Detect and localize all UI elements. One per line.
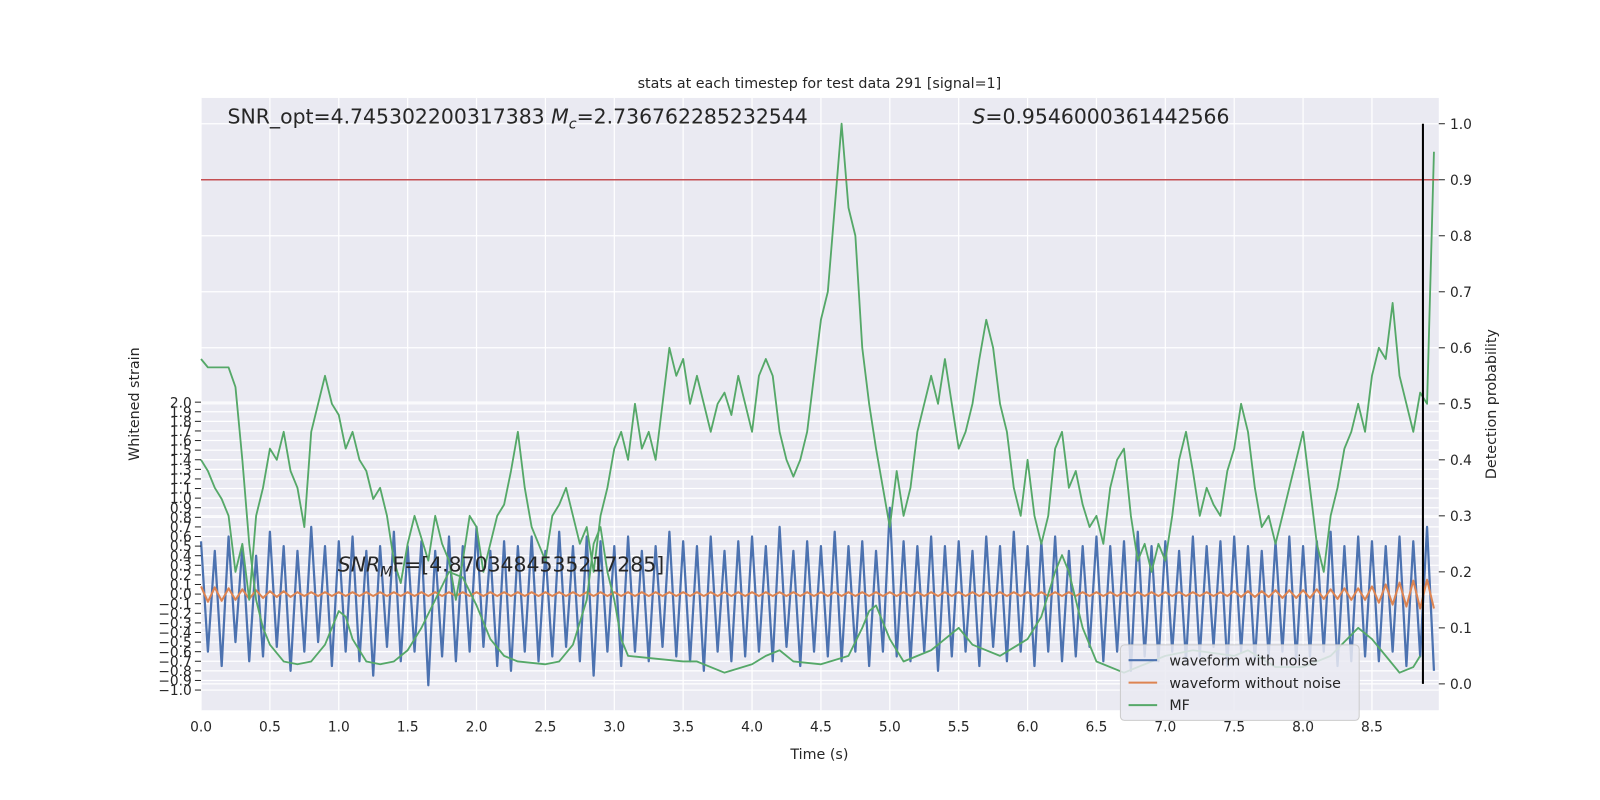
x-tick-label: 8.5 <box>1361 720 1383 736</box>
legend-label: waveform with noise <box>1169 653 1317 669</box>
x-tick-label: 6.5 <box>1085 720 1107 736</box>
y2-tick-label: 0.4 <box>1450 453 1472 469</box>
y2-tick-label: 0.5 <box>1450 397 1472 413</box>
series-line <box>200 578 1435 610</box>
y-tick-label: 2.0 <box>170 395 192 411</box>
legend-box <box>1119 644 1360 721</box>
y-tick-label: −0.1 <box>158 597 191 613</box>
y-tick-label: −0.6 <box>158 645 191 661</box>
y-tick-label: 0.1 <box>170 578 192 594</box>
annotation-part: S <box>972 104 985 128</box>
x-tick-label: 2.5 <box>534 720 556 736</box>
annotation: S=0.9546000361442566 <box>972 104 1229 128</box>
y-tick-label: 1.0 <box>170 491 192 507</box>
x-tick-label: 7.5 <box>1223 720 1245 736</box>
y2-tick-label: 0.8 <box>1450 229 1472 245</box>
x-tick-label: 5.5 <box>948 720 970 736</box>
y-tick-label: −0.9 <box>158 674 191 690</box>
chart-title: stats at each timestep for test data 291… <box>638 76 1002 92</box>
y-tick-label: 0.4 <box>170 549 192 565</box>
y-tick-label: −0.4 <box>158 626 191 642</box>
annotation-part: F=[4.8703484535217285] <box>392 552 664 576</box>
series-line <box>200 122 1435 601</box>
y-tick-label: −0.7 <box>158 654 191 670</box>
y2-tick-label: 0.2 <box>1450 565 1472 581</box>
y-tick-label: −0.8 <box>158 664 191 680</box>
x-tick-label: 4.5 <box>810 720 832 736</box>
x-tick-label: 3.5 <box>672 720 694 736</box>
y-tick-label: 1.6 <box>170 434 192 450</box>
x-axis-label: Time (s) <box>789 747 848 763</box>
y-tick-label: −0.3 <box>158 616 191 632</box>
ticks: 0.0 0.5 1.0 1.5 2.0 2.5 3.0 3.5 4.0 4.5 5.0 5.5 6.0 6… <box>158 117 1472 736</box>
y2-tick-label: 0.6 <box>1450 341 1472 357</box>
x-tick-label: 5.0 <box>879 720 901 736</box>
x-tick-label: 8.0 <box>1292 720 1314 736</box>
annotation-part: =0.9546000361442566 <box>985 104 1229 128</box>
y-tick-label: 0.0 <box>170 587 192 603</box>
annotation-part: SNR <box>338 552 380 576</box>
legend-label: waveform without noise <box>1169 676 1341 692</box>
y2-axis-label: Detection probability <box>1484 329 1500 480</box>
y-tick-label: 1.2 <box>170 472 192 488</box>
y-tick-label: 0.8 <box>170 510 192 526</box>
annotation-part: SNR_opt=4.745302200317383 <box>228 104 552 129</box>
annotation: SNRMF=[4.8703484535217285] <box>338 552 664 580</box>
y-tick-label: −0.5 <box>158 635 191 651</box>
x-tick-label: 0.0 <box>190 720 212 736</box>
y2-tick-label: 0.7 <box>1450 285 1472 301</box>
y2-tick-label: 0.0 <box>1450 677 1472 693</box>
y-tick-label: 1.9 <box>170 405 192 421</box>
x-tick-label: 3.0 <box>603 720 625 736</box>
y-tick-label: 0.7 <box>170 520 192 536</box>
y-tick-label: 1.8 <box>170 414 192 430</box>
y-tick-label: 1.3 <box>170 462 192 478</box>
legend: waveform with noise waveform without nois… <box>1119 644 1360 721</box>
x-tick-label: 6.0 <box>1017 720 1039 736</box>
y-axis-label: Whitened strain <box>127 347 143 461</box>
y-tick-label: −1.0 <box>158 683 191 699</box>
y-tick-label: 0.9 <box>170 501 192 517</box>
y2-tick-label: 1.0 <box>1450 117 1472 133</box>
x-tick-label: 4.0 <box>741 720 763 736</box>
annotation-part: M <box>551 104 569 128</box>
y-tick-label: 1.7 <box>170 424 192 440</box>
y-tick-label: 1.1 <box>170 482 192 498</box>
y-tick-label: −0.2 <box>158 606 191 622</box>
x-tick-label: 2.0 <box>466 720 488 736</box>
x-tick-label: 7.0 <box>1154 720 1176 736</box>
annotation: SNR_opt=4.745302200317383 Mc=2.736762285… <box>228 104 808 132</box>
y-tick-label: 0.6 <box>170 530 192 546</box>
y2-tick-label: 0.3 <box>1450 509 1472 525</box>
y-tick-label: 0.2 <box>170 568 192 584</box>
y2-tick-label: 0.9 <box>1450 173 1472 189</box>
legend-label: MF <box>1169 698 1190 714</box>
x-tick-label: 0.5 <box>259 720 281 736</box>
y-tick-label: 1.5 <box>170 443 192 459</box>
annotation-part: =2.736762285232544 <box>577 104 808 128</box>
x-tick-label: 1.0 <box>328 720 350 736</box>
y-tick-label: 0.5 <box>170 539 192 555</box>
annotation-part: M <box>380 565 392 581</box>
x-tick-label: 1.5 <box>397 720 419 736</box>
y-tick-label: 0.3 <box>170 558 192 574</box>
annotation-part: c <box>569 117 577 133</box>
y2-tick-label: 0.1 <box>1450 621 1472 637</box>
y-tick-label: 1.4 <box>170 453 192 469</box>
